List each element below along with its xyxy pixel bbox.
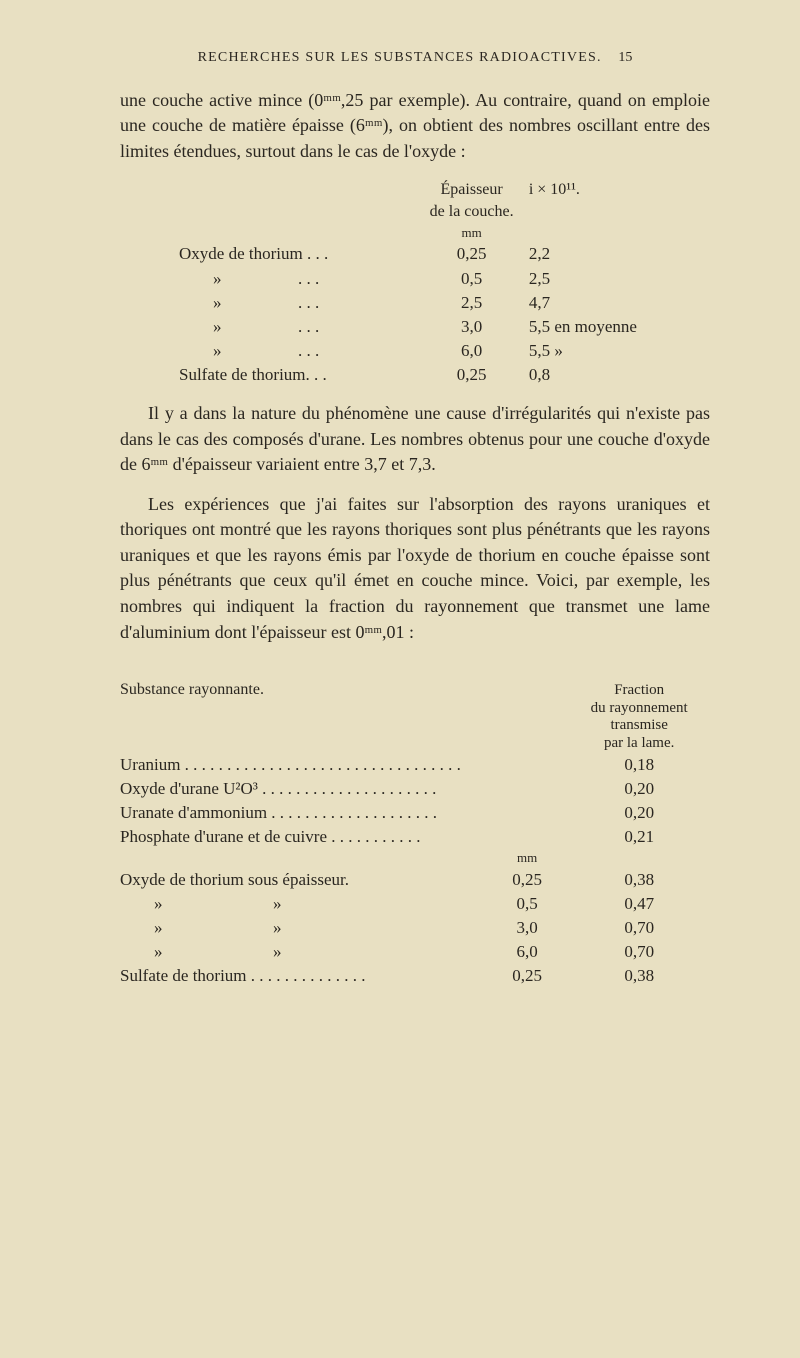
page-number: 15 (618, 50, 632, 65)
table-row: » . . . 3,0 5,5 en moyenne (179, 315, 651, 339)
table-header-substance: Substance rayonnante. (120, 659, 486, 702)
table-header-thickness: Épaisseur de la couche. (424, 179, 518, 224)
table-row: Oxyde de thorium sous épaisseur. 0,25 0,… (120, 868, 710, 892)
table-header: Substance rayonnante. Fraction du rayonn… (120, 659, 710, 753)
paragraph-3: Les expériences que j'ai faites sur l'ab… (120, 492, 710, 645)
table-row: Oxyde d'urane U²O³ . . . . . . . . . . .… (120, 777, 710, 801)
table-row: Sulfate de thorium. . . 0,25 0,8 (179, 363, 651, 387)
table-row: » » 0,5 0,47 (120, 892, 710, 916)
table-row: mm (120, 849, 710, 867)
running-head: RECHERCHES SUR LES SUBSTANCES RADIOACTIV… (120, 48, 710, 68)
paragraph-1: une couche active mince (0ᵐᵐ,25 par exem… (120, 88, 710, 165)
table-header-thickness-l2: de la couche. (424, 201, 518, 224)
table-row: Oxyde de thorium . . . 0,25 2,2 (179, 242, 651, 266)
unit-mm: mm (486, 849, 569, 867)
table-row: Phosphate d'urane et de cuivre . . . . .… (120, 825, 710, 849)
paragraph-2: Il y a dans la nature du phénomène une c… (120, 401, 710, 478)
fraction-table: Substance rayonnante. Fraction du rayonn… (120, 659, 710, 988)
table-header-i: i × 10¹¹. (519, 179, 661, 202)
table-header: Épaisseur de la couche. i × 10¹¹. (179, 179, 651, 224)
table-row: » » 3,0 0,70 (120, 916, 710, 940)
table-row: » . . . 6,0 5,5 » (179, 339, 651, 363)
unit-mm: mm (424, 224, 518, 242)
table-header-thickness-l1: Épaisseur (424, 179, 518, 202)
table-row: Uranium . . . . . . . . . . . . . . . . … (120, 753, 710, 777)
table-row: » » 6,0 0,70 (120, 940, 710, 964)
table-row: mm (179, 224, 651, 242)
table-row: Sulfate de thorium . . . . . . . . . . .… (120, 964, 710, 988)
table-header-fraction: Fraction du rayonnement transmise par la… (568, 682, 710, 753)
thickness-table: Épaisseur de la couche. i × 10¹¹. mm Oxy… (179, 179, 651, 388)
table-row: » . . . 0,5 2,5 (179, 267, 651, 291)
table-row: Uranate d'ammonium . . . . . . . . . . .… (120, 801, 710, 825)
running-head-text: RECHERCHES SUR LES SUBSTANCES RADIOACTIV… (198, 50, 602, 65)
table-row: » . . . 2,5 4,7 (179, 291, 651, 315)
page: RECHERCHES SUR LES SUBSTANCES RADIOACTIV… (0, 0, 800, 1358)
